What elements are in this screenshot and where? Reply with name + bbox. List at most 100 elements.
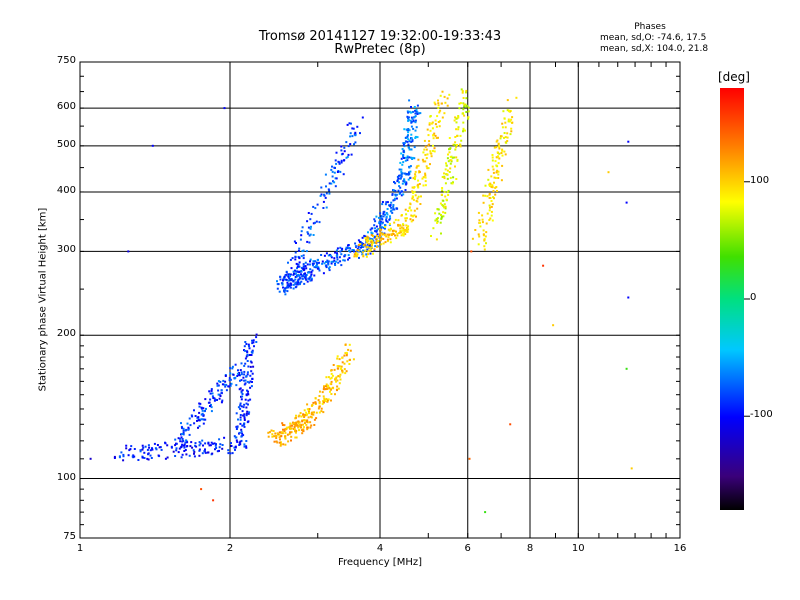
data-point — [450, 159, 453, 162]
data-point — [443, 203, 446, 206]
data-point — [451, 156, 454, 159]
data-point — [464, 129, 466, 132]
data-point — [435, 238, 438, 241]
data-point — [382, 233, 385, 236]
data-point — [197, 416, 200, 419]
data-point — [417, 158, 420, 161]
data-point — [399, 231, 402, 234]
data-point — [353, 253, 356, 256]
data-point — [312, 234, 315, 236]
data-point — [438, 212, 441, 215]
data-point — [332, 180, 334, 183]
data-point — [230, 442, 232, 445]
data-point — [354, 131, 357, 134]
data-point — [133, 455, 136, 458]
data-point — [552, 324, 555, 327]
data-point — [334, 159, 337, 162]
data-point — [255, 336, 258, 339]
data-point — [409, 176, 412, 179]
data-point — [198, 444, 201, 447]
data-point — [421, 177, 424, 180]
data-point — [199, 402, 202, 405]
y-tick-label: 200 — [56, 328, 76, 340]
data-point — [122, 455, 125, 458]
data-point — [303, 413, 306, 416]
data-point — [147, 453, 149, 456]
data-point — [422, 151, 425, 154]
data-point — [399, 186, 402, 189]
data-point — [455, 146, 458, 149]
data-point — [463, 105, 466, 108]
data-point — [209, 444, 212, 447]
data-point — [349, 250, 352, 253]
data-point — [500, 135, 503, 138]
data-point — [324, 196, 327, 199]
data-point — [336, 258, 339, 261]
data-point — [441, 90, 444, 93]
data-point — [415, 126, 418, 129]
data-point — [174, 455, 177, 457]
colorbar — [720, 88, 744, 510]
data-point — [495, 140, 498, 143]
data-point — [430, 155, 433, 158]
data-point — [155, 448, 158, 451]
data-point — [301, 226, 304, 229]
data-point — [300, 255, 303, 258]
data-point — [359, 132, 361, 135]
data-point — [327, 398, 330, 401]
data-point — [285, 278, 288, 281]
data-point — [504, 136, 507, 139]
data-point — [414, 115, 417, 118]
data-point — [446, 191, 449, 194]
data-point — [229, 378, 232, 381]
data-point — [238, 372, 241, 374]
data-point — [325, 206, 328, 209]
data-point — [373, 218, 376, 221]
data-point — [420, 195, 422, 198]
data-points — [89, 88, 633, 514]
data-point — [278, 436, 281, 439]
data-point — [333, 368, 336, 371]
data-point — [404, 159, 407, 162]
data-point — [300, 424, 303, 427]
data-point — [289, 258, 292, 261]
data-point — [214, 444, 217, 447]
data-point — [392, 204, 395, 206]
data-point — [415, 215, 417, 218]
data-point — [403, 145, 406, 148]
data-point — [201, 452, 204, 455]
data-point — [494, 177, 497, 179]
data-point — [410, 140, 413, 143]
data-point — [376, 245, 378, 248]
data-point — [398, 174, 400, 177]
data-point — [210, 410, 213, 413]
data-point — [286, 426, 289, 429]
data-point — [235, 384, 238, 387]
data-point — [361, 236, 364, 239]
data-point — [336, 389, 338, 392]
data-point — [297, 420, 300, 423]
data-point — [180, 422, 182, 425]
data-point — [235, 436, 238, 439]
data-point — [313, 266, 316, 269]
data-point — [277, 283, 280, 286]
data-point — [193, 422, 196, 425]
x-tick-label: 2 — [226, 543, 234, 554]
data-point — [202, 444, 204, 447]
data-point — [247, 412, 250, 415]
data-point — [302, 263, 305, 266]
data-point — [437, 104, 440, 107]
data-point — [216, 450, 219, 453]
data-point — [511, 121, 514, 124]
data-point — [307, 416, 310, 419]
data-point — [298, 265, 301, 268]
data-point — [433, 132, 436, 135]
data-point — [208, 390, 211, 393]
data-point — [374, 220, 377, 223]
data-point — [446, 157, 449, 160]
data-point — [388, 204, 390, 207]
data-point — [295, 262, 298, 265]
data-point — [320, 410, 323, 413]
data-point — [208, 444, 211, 447]
data-point — [422, 176, 425, 179]
